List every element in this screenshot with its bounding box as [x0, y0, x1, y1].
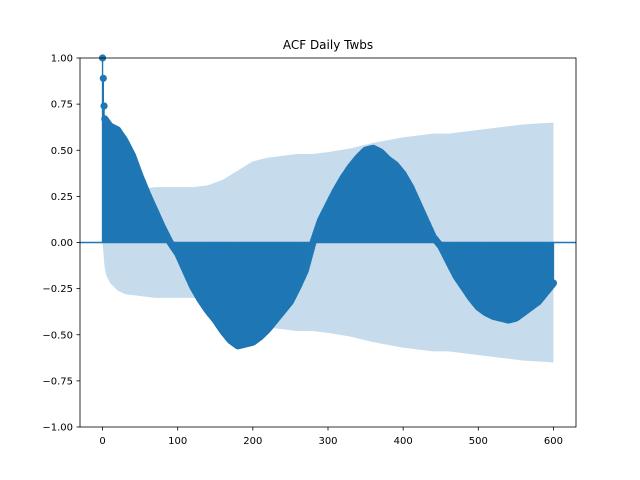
x-tick-label: 100 [168, 436, 187, 447]
x-tick-label: 200 [243, 436, 262, 447]
x-tick-label: 600 [544, 436, 563, 447]
acf-markers-layer [98, 54, 558, 350]
acf-marker [100, 102, 108, 110]
y-tick-label: 0.50 [51, 146, 73, 157]
x-tick-label: 400 [394, 436, 413, 447]
axes-layer: 0 100 200 300 400 500 600 −1.00 −0.75 −0.50 −0.25 0… [42, 54, 577, 447]
x-tick-label: 0 [99, 436, 105, 447]
acf-marker [549, 279, 558, 287]
y-tick-label: −0.75 [42, 376, 73, 387]
y-tick-label: 0.75 [51, 100, 73, 111]
y-tick-label: −0.50 [42, 330, 73, 341]
chart-title: ACF Daily Twbs [283, 38, 373, 52]
x-tick-label: 500 [469, 436, 488, 447]
x-tick-label: 300 [318, 436, 337, 447]
y-tick-label: 1.00 [51, 54, 73, 65]
y-tick-label: 0.00 [51, 238, 73, 249]
y-tick-label: −1.00 [42, 423, 73, 434]
y-tick-label: −0.25 [42, 284, 73, 295]
acf-marker [99, 74, 107, 82]
y-tick-label: 0.25 [51, 192, 73, 203]
